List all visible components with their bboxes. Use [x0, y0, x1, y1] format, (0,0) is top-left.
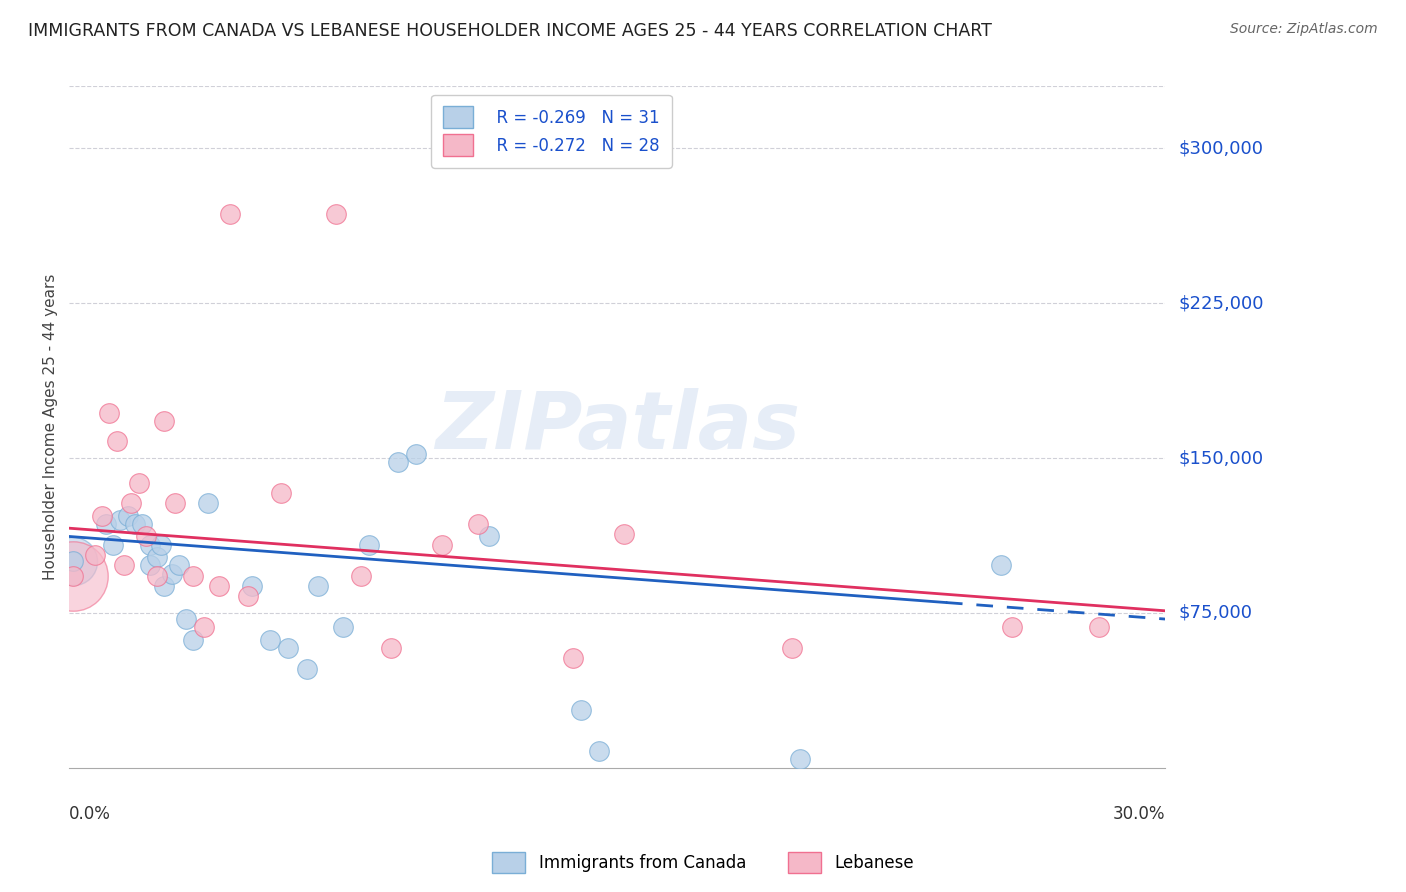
Text: $75,000: $75,000 — [1180, 604, 1253, 622]
Point — [259, 632, 281, 647]
Point — [1088, 620, 1111, 634]
Point — [208, 579, 231, 593]
Point — [240, 579, 263, 593]
Point — [183, 568, 205, 582]
Text: $150,000: $150,000 — [1180, 449, 1264, 467]
Point — [110, 513, 132, 527]
Point — [135, 529, 157, 543]
Point — [149, 538, 172, 552]
Point — [219, 207, 242, 221]
Point — [131, 517, 153, 532]
Point — [153, 579, 176, 593]
Point — [138, 538, 160, 552]
Point — [478, 529, 501, 543]
Point — [387, 455, 409, 469]
Point — [112, 558, 135, 573]
Point — [165, 496, 187, 510]
Point — [62, 554, 84, 568]
Point — [295, 662, 318, 676]
Point — [83, 548, 105, 562]
Point — [990, 558, 1012, 573]
Point — [62, 554, 84, 568]
Point — [270, 486, 292, 500]
Point — [124, 517, 146, 532]
Point — [128, 475, 150, 490]
Point — [569, 703, 592, 717]
Text: ZIPatlas: ZIPatlas — [434, 388, 800, 466]
Point — [91, 508, 114, 523]
Y-axis label: Householder Income Ages 25 - 44 years: Householder Income Ages 25 - 44 years — [44, 274, 58, 580]
Point — [167, 558, 190, 573]
Point — [94, 517, 117, 532]
Point — [380, 640, 402, 655]
Point — [1001, 620, 1024, 634]
Point — [62, 568, 84, 582]
Point — [562, 651, 585, 665]
Point — [613, 527, 636, 541]
Point — [588, 744, 610, 758]
Point — [430, 538, 453, 552]
Point — [325, 207, 347, 221]
Point — [146, 550, 169, 565]
Point — [789, 752, 811, 766]
Point — [160, 566, 183, 581]
Text: $225,000: $225,000 — [1180, 294, 1264, 312]
Point — [332, 620, 354, 634]
Point — [277, 640, 299, 655]
Point — [153, 414, 176, 428]
Point — [193, 620, 215, 634]
Text: Source: ZipAtlas.com: Source: ZipAtlas.com — [1230, 22, 1378, 37]
Point — [467, 517, 489, 532]
Point — [307, 579, 329, 593]
Point — [138, 558, 160, 573]
Text: 30.0%: 30.0% — [1112, 805, 1166, 823]
Point — [62, 568, 84, 582]
Point — [146, 568, 169, 582]
Point — [357, 538, 380, 552]
Point — [782, 640, 804, 655]
Point — [350, 568, 373, 582]
Point — [197, 496, 219, 510]
Point — [405, 447, 427, 461]
Text: $300,000: $300,000 — [1180, 139, 1264, 157]
Point — [183, 632, 205, 647]
Text: 0.0%: 0.0% — [69, 805, 111, 823]
Legend:   R = -0.269   N = 31,   R = -0.272   N = 28: R = -0.269 N = 31, R = -0.272 N = 28 — [432, 95, 672, 168]
Point — [238, 590, 260, 604]
Point — [174, 612, 197, 626]
Point — [117, 508, 139, 523]
Point — [105, 434, 128, 449]
Text: IMMIGRANTS FROM CANADA VS LEBANESE HOUSEHOLDER INCOME AGES 25 - 44 YEARS CORRELA: IMMIGRANTS FROM CANADA VS LEBANESE HOUSE… — [28, 22, 993, 40]
Point — [98, 406, 121, 420]
Point — [101, 538, 124, 552]
Legend: Immigrants from Canada, Lebanese: Immigrants from Canada, Lebanese — [485, 846, 921, 880]
Point — [120, 496, 142, 510]
